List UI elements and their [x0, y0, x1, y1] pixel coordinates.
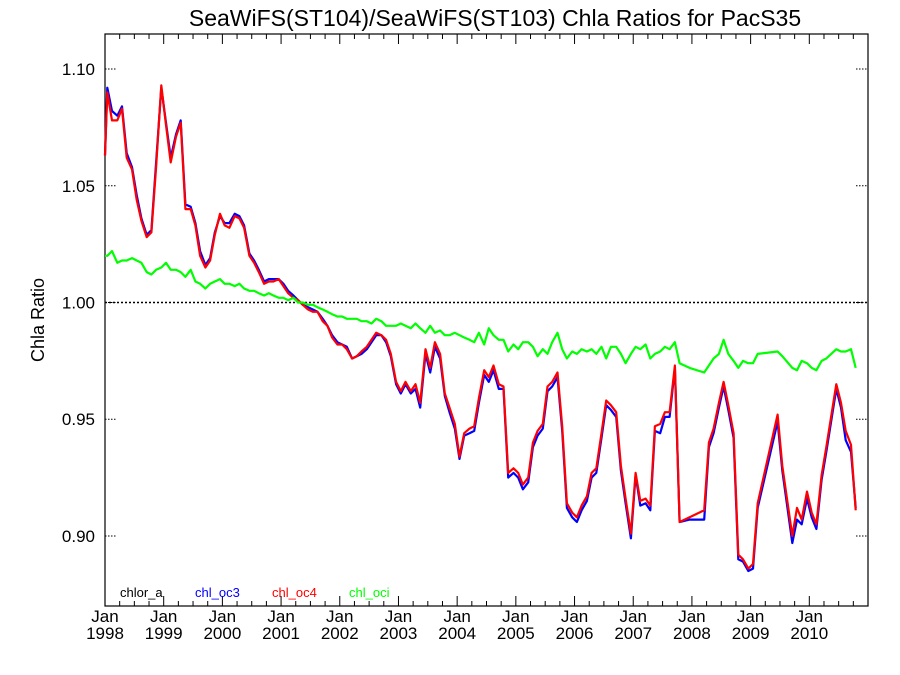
series-line-chl_oc4: [103, 84, 857, 570]
x-tick-month-label: Jan: [443, 607, 470, 626]
x-tick-year-label: 2006: [556, 624, 594, 643]
x-tick-year-label: 2000: [203, 624, 241, 643]
x-tick-year-label: 2010: [790, 624, 828, 643]
x-tick-year-label: 2005: [497, 624, 535, 643]
plot-area: [104, 33, 869, 607]
x-tick-year-label: 1999: [145, 624, 183, 643]
plot-frame: [104, 33, 869, 607]
x-tick-month-label: Jan: [150, 607, 177, 626]
series-line-chl_oc3: [103, 86, 857, 573]
legend-entry-chl_oci: chl_oci: [349, 585, 390, 600]
y-tick-label: 1.00: [62, 293, 95, 312]
x-tick-month-label: Jan: [267, 607, 294, 626]
x-tick-year-label: 2008: [673, 624, 711, 643]
x-tick-month-label: Jan: [91, 607, 118, 626]
series-group: [103, 84, 857, 573]
x-tick-month-label: Jan: [326, 607, 353, 626]
legend-entry-chlor_a: chlor_a: [120, 585, 163, 600]
legend-entry-chl_oc4: chl_oc4: [272, 585, 317, 600]
x-tick-year-label: 2002: [321, 624, 359, 643]
x-tick-month-label: Jan: [796, 607, 823, 626]
x-tick-month-label: Jan: [737, 607, 764, 626]
x-tick-month-label: Jan: [678, 607, 705, 626]
x-tick-month-label: Jan: [385, 607, 412, 626]
x-tick-month-label: Jan: [561, 607, 588, 626]
x-tick-month-label: Jan: [502, 607, 529, 626]
x-tick-year-label: 2001: [262, 624, 300, 643]
x-tick-year-label: 2003: [380, 624, 418, 643]
legend-entry-chl_oc3: chl_oc3: [195, 585, 240, 600]
x-axis: Jan1998Jan1999Jan2000Jan2001Jan2002Jan20…: [86, 34, 854, 643]
chart-title: SeaWiFS(ST104)/SeaWiFS(ST103) Chla Ratio…: [189, 5, 801, 31]
legend: chlor_a chl_oc3 chl_oc4 chl_oci: [120, 585, 390, 600]
y-axis-label: Chla Ratio: [28, 278, 48, 362]
y-axis: 0.90 0.95 1.00 1.05 1.10: [62, 60, 868, 546]
x-tick-month-label: Jan: [209, 607, 236, 626]
y-tick-label: 0.90: [62, 527, 95, 546]
x-tick-month-label: Jan: [620, 607, 647, 626]
y-tick-label: 1.05: [62, 177, 95, 196]
x-tick-year-label: 2009: [732, 624, 770, 643]
y-tick-label: 1.10: [62, 60, 95, 79]
x-tick-year-label: 1998: [86, 624, 124, 643]
x-tick-year-label: 2007: [614, 624, 652, 643]
x-tick-year-label: 2004: [438, 624, 476, 643]
series-line-chl_oci: [105, 250, 857, 374]
y-tick-label: 0.95: [62, 410, 95, 429]
